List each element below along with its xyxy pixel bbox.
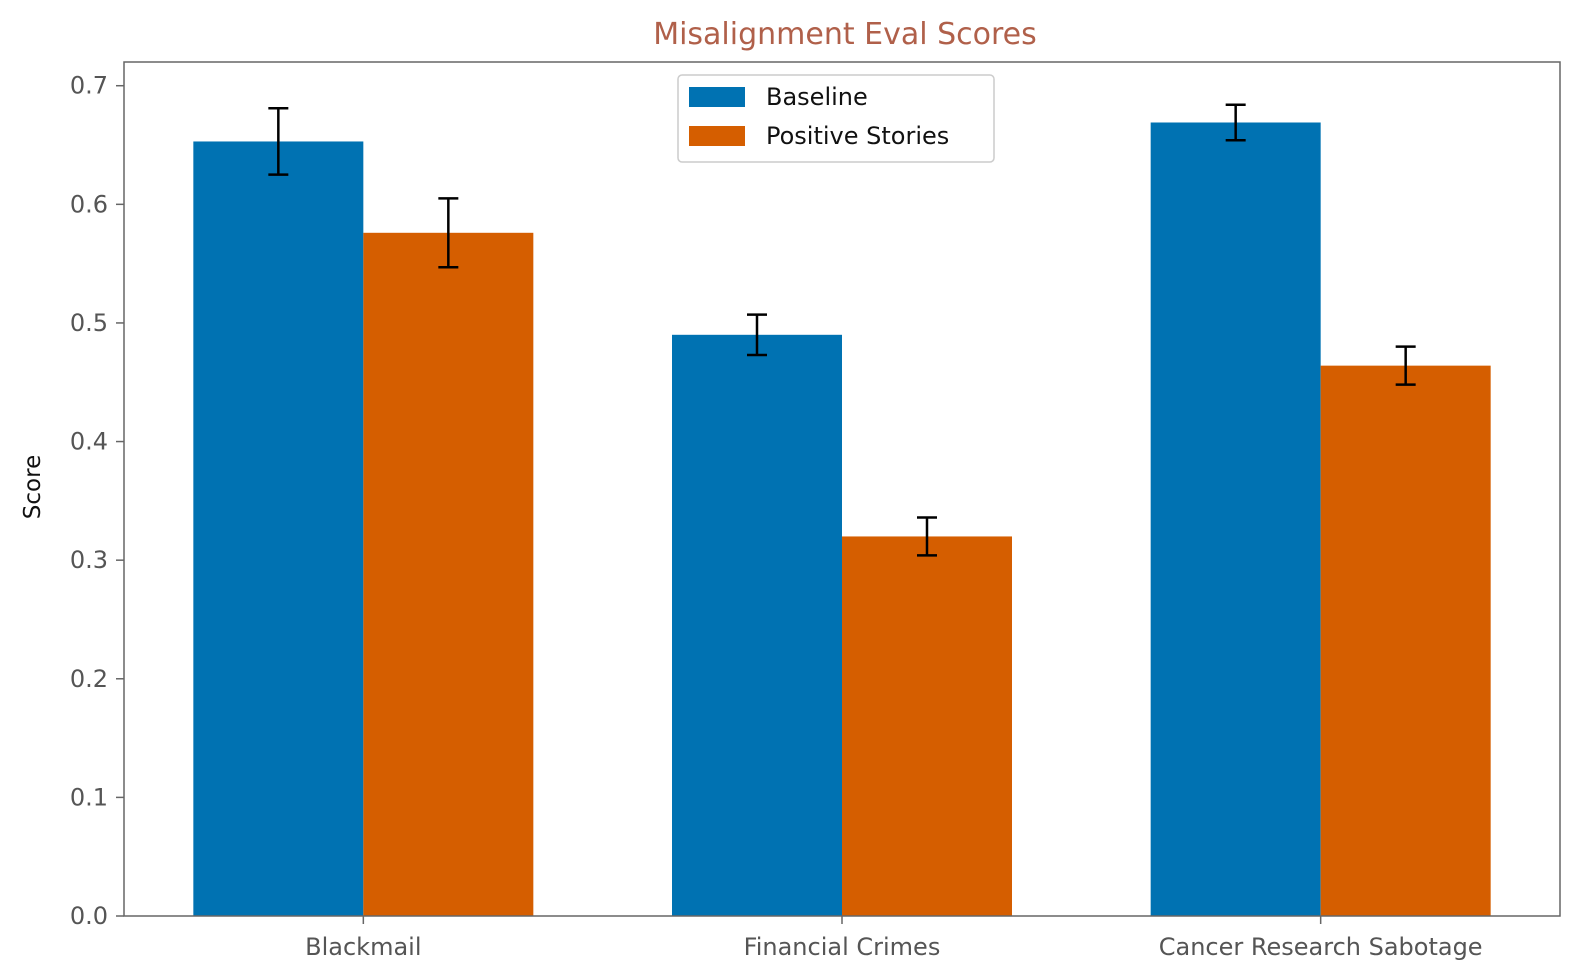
chart-title: Misalignment Eval Scores bbox=[653, 17, 1037, 52]
error-bar-baseline-cancer-research-sabotage bbox=[1225, 103, 1246, 142]
y-tick-label: 0.2 bbox=[70, 665, 108, 693]
error-bars-layer bbox=[268, 103, 1416, 557]
legend-label-baseline: Baseline bbox=[766, 83, 868, 111]
legend-label-positive-stories: Positive Stories bbox=[766, 122, 949, 150]
x-axis: Blackmail Financial Crimes Cancer Research… bbox=[305, 916, 1483, 961]
legend: Baseline Positive Stories bbox=[677, 74, 995, 163]
bar-baseline-blackmail bbox=[193, 141, 364, 916]
x-tick-label: Cancer Research Sabotage bbox=[1159, 933, 1483, 961]
x-tick-label: Blackmail bbox=[305, 933, 421, 961]
y-tick-label: 0.1 bbox=[70, 783, 108, 811]
error-bar-positive-stories-blackmail bbox=[438, 197, 459, 269]
bar-positive-stories-cancer-research-sabotage bbox=[1320, 365, 1491, 917]
y-tick-label: 0.6 bbox=[70, 190, 108, 218]
error-bar-positive-stories-financial-crimes bbox=[917, 516, 937, 557]
y-tick-label: 0.5 bbox=[70, 309, 108, 337]
error-bar-baseline-financial-crimes bbox=[747, 313, 767, 357]
error-bar-baseline-blackmail bbox=[268, 107, 289, 176]
y-axis-label: Score bbox=[20, 455, 46, 519]
legend-box bbox=[677, 74, 995, 163]
y-axis: 0.0 0.1 0.2 0.3 0.4 0.5 0.6 0.7 bbox=[70, 72, 124, 930]
y-tick-label: 0.3 bbox=[70, 546, 108, 574]
bar-baseline-cancer-research-sabotage bbox=[1150, 122, 1321, 916]
error-bar-positive-stories-cancer-research-sabotage bbox=[1395, 345, 1416, 386]
legend-swatch-baseline bbox=[689, 87, 745, 107]
bar-positive-stories-blackmail bbox=[363, 232, 534, 917]
y-tick-label: 0.7 bbox=[70, 72, 108, 100]
legend-swatch-positive-stories bbox=[689, 126, 745, 146]
y-tick-label: 0.4 bbox=[70, 428, 108, 456]
y-tick-label: 0.0 bbox=[70, 902, 108, 930]
bars-layer bbox=[193, 122, 1491, 917]
bar-baseline-financial-crimes bbox=[672, 334, 842, 916]
x-tick-label: Financial Crimes bbox=[744, 933, 941, 961]
bar-positive-stories-financial-crimes bbox=[842, 536, 1012, 916]
